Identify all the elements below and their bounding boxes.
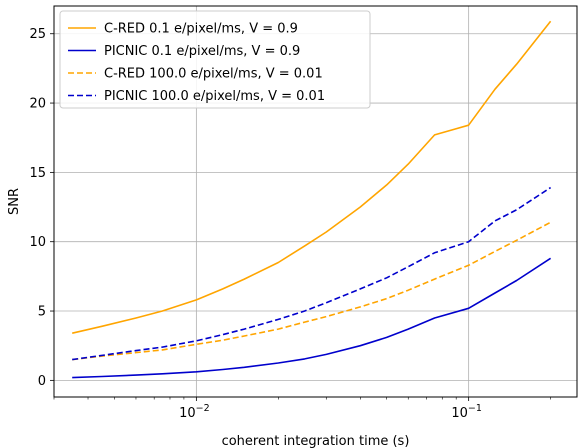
- legend-label: C-RED 0.1 e/pixel/ms, V = 0.9: [104, 22, 298, 37]
- series-line: [72, 188, 550, 360]
- y-tick-label: 0: [38, 374, 46, 389]
- series-line: [72, 222, 550, 359]
- series-line: [72, 258, 550, 377]
- y-tick-label: 5: [38, 305, 46, 320]
- x-tick-label: 10−1: [451, 403, 482, 421]
- y-tick-label: 15: [29, 166, 46, 181]
- y-axis-label: SNR: [7, 188, 22, 215]
- y-tick-label: 20: [29, 97, 46, 112]
- legend: C-RED 0.1 e/pixel/ms, V = 0.9 PICNIC 0.1 …: [60, 11, 370, 108]
- legend-label: PICNIC 100.0 e/pixel/ms, V = 0.01: [104, 89, 325, 104]
- x-axis-label: coherent integration time (s): [222, 434, 410, 448]
- legend-label: C-RED 100.0 e/pixel/ms, V = 0.01: [104, 67, 323, 82]
- y-tick-label: 10: [29, 235, 46, 250]
- x-tick-label: 10−2: [179, 403, 210, 421]
- y-tick-label: 25: [29, 27, 46, 42]
- legend-label: PICNIC 0.1 e/pixel/ms, V = 0.9: [104, 44, 300, 59]
